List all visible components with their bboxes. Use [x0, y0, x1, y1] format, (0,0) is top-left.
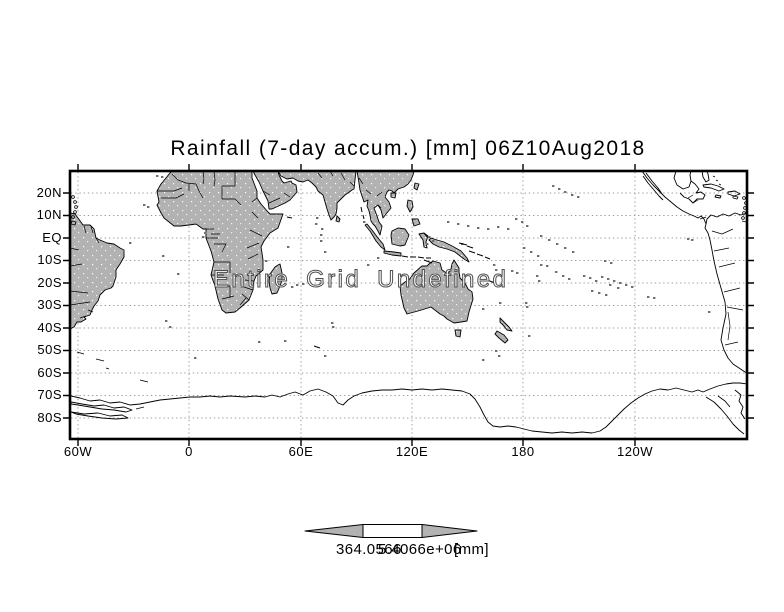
plot-frame — [68, 169, 749, 441]
x-axis-label: 60W — [63, 444, 93, 459]
landmass-southeast-asia — [356, 172, 415, 236]
island-tasmania — [454, 329, 462, 338]
y-axis-label: EQ — [42, 230, 62, 245]
country-borders — [71, 172, 383, 319]
island-madagascar — [268, 263, 283, 295]
landmass-africa — [156, 172, 284, 314]
island-sumatra — [364, 223, 386, 251]
island-specks — [129, 175, 711, 361]
island-mindanao — [411, 218, 421, 227]
colorbar-min-label: 364.0566 — [336, 541, 402, 558]
x-axis-label: 60E — [288, 444, 314, 459]
y-axis-label: 40S — [37, 320, 62, 335]
island-hainan — [390, 192, 397, 199]
landmass-australia — [399, 259, 474, 324]
x-axis-label: 120E — [395, 444, 429, 459]
y-axis-label: 10S — [37, 252, 62, 267]
outline-antarctica — [71, 351, 746, 435]
landmass-arabia — [252, 172, 298, 210]
island-sri-lanka — [335, 215, 341, 223]
axis-ticks — [63, 164, 754, 446]
island-new-guinea — [428, 237, 470, 263]
y-axis-label: 30S — [37, 297, 62, 312]
y-axis-label: 50S — [37, 342, 62, 357]
plot-title: Rainfall (7-day accum.) [mm] 06Z10Aug201… — [170, 137, 646, 160]
colorbar-units-label: [mm] — [454, 541, 489, 558]
island-taiwan — [413, 182, 420, 191]
y-axis-label: 80S — [37, 410, 62, 425]
island-luzon — [406, 199, 414, 213]
outline-antilles — [71, 175, 746, 226]
y-axis-label: 60S — [37, 365, 62, 380]
grid-undefined-message: Entire Grid Undefined — [212, 266, 509, 294]
x-axis-label: 120W — [617, 444, 653, 459]
island-java — [383, 250, 402, 257]
y-axis-label: 10N — [36, 207, 62, 222]
island-new-zealand-south — [494, 330, 509, 344]
island-sulawesi — [418, 232, 429, 249]
y-axis-label: 20N — [36, 185, 62, 200]
y-axis-label: 20S — [37, 275, 62, 290]
outline-americas — [642, 172, 746, 374]
island-borneo — [390, 227, 410, 247]
colorbar-left-arrow — [304, 524, 364, 538]
island-new-zealand-north — [499, 317, 513, 332]
colorbar-max-label: 5.4066e+06 — [378, 541, 462, 558]
y-axis-label: 70S — [37, 387, 62, 402]
x-axis-label: 180 — [511, 444, 535, 459]
x-axis-label: 0 — [185, 444, 193, 459]
colorbar — [304, 524, 478, 538]
filled-landmasses — [71, 172, 513, 344]
colorbar-right-arrow — [421, 524, 478, 538]
landmass-south-asia — [278, 172, 357, 221]
colorbar-body — [362, 524, 423, 538]
landmass-south-america — [71, 212, 125, 330]
